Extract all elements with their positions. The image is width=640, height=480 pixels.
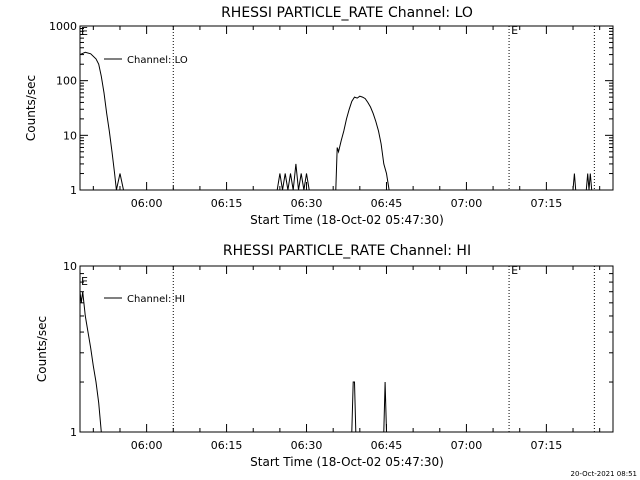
panel-hi: RHESSI PARTICLE_RATE Channel: HI E 1 10 0… — [35, 243, 614, 469]
y-tick-label: 1000 — [49, 20, 77, 33]
x-tick-label: 07:00 — [451, 197, 483, 210]
marker-label: E — [511, 24, 518, 37]
panel-lo-corner-marker: E — [81, 25, 88, 38]
x-tick-label: 06:00 — [131, 439, 163, 452]
x-tick-label: 06:15 — [211, 197, 243, 210]
x-tick-label: 07:15 — [531, 439, 563, 452]
panel-hi-x-axis: 06:00 06:15 06:30 06:45 07:00 07:15 — [92, 266, 601, 452]
panel-hi-ylabel: Counts/sec — [35, 316, 49, 382]
panel-hi-marker-lines: E — [172, 264, 595, 432]
panel-lo-marker-lines: E — [172, 24, 595, 190]
panel-hi-y-axis: 1 10 — [63, 260, 613, 439]
panel-hi-legend: Channel: HI — [104, 294, 185, 305]
x-tick-label: 07:00 — [451, 439, 483, 452]
y-tick-label: 10 — [63, 129, 77, 142]
x-tick-label: 06:30 — [291, 197, 323, 210]
panel-lo-series-line — [79, 51, 593, 191]
panel-lo-xlabel: Start Time (18-Oct-02 05:47:30) — [250, 213, 444, 227]
panel-hi-corner-marker: E — [81, 275, 88, 288]
x-tick-label: 06:15 — [211, 439, 243, 452]
panel-lo-x-axis: 06:00 06:15 06:30 06:45 07:00 07:15 — [92, 26, 601, 210]
x-tick-label: 06:30 — [291, 439, 323, 452]
panel-lo-ylabel: Counts/sec — [24, 75, 38, 141]
panel-lo: RHESSI PARTICLE_RATE Channel: LO E 1 10 10… — [24, 5, 614, 227]
x-tick-label: 06:00 — [131, 197, 163, 210]
panel-lo-y-axis: 1 10 100 1000 — [49, 20, 613, 197]
panel-hi-legend-label: Channel: HI — [127, 294, 185, 305]
panel-lo-title: RHESSI PARTICLE_RATE Channel: LO — [221, 5, 473, 21]
x-tick-label: 07:15 — [531, 197, 563, 210]
panel-hi-xlabel: Start Time (18-Oct-02 05:47:30) — [250, 455, 444, 469]
y-tick-label: 1 — [70, 426, 77, 439]
generated-timestamp: 20-Oct-2021 08:51 — [571, 470, 637, 478]
y-tick-label: 10 — [63, 260, 77, 273]
y-tick-label: 1 — [70, 184, 77, 197]
panel-hi-series-line — [79, 291, 387, 433]
y-tick-label: 100 — [56, 75, 77, 88]
panel-hi-title: RHESSI PARTICLE_RATE Channel: HI — [223, 243, 471, 259]
panel-hi-plot-frame — [79, 265, 614, 433]
panel-lo-legend-label: Channel: LO — [127, 55, 188, 66]
x-tick-label: 06:45 — [371, 197, 403, 210]
x-tick-label: 06:45 — [371, 439, 403, 452]
panel-lo-plot-frame — [79, 25, 614, 191]
panel-lo-legend: Channel: LO — [104, 55, 188, 66]
marker-label: E — [511, 264, 518, 277]
